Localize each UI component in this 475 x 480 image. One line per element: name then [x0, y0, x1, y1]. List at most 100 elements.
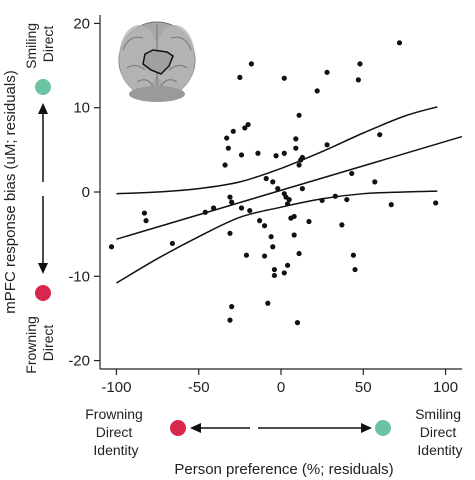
- data-point: [281, 270, 287, 276]
- data-point: [247, 207, 253, 214]
- bottom-arrow-right-head: [361, 423, 372, 433]
- data-point: [261, 223, 268, 229]
- data-point: [229, 199, 235, 205]
- y-axis-ticks: 20 10 0 -10 -20: [68, 15, 100, 370]
- data-point: [227, 194, 233, 200]
- data-point: [245, 121, 251, 128]
- data-point: [273, 153, 279, 159]
- y-tick-label: -20: [68, 353, 90, 370]
- x-tick-label: 0: [277, 379, 285, 396]
- data-point: [108, 244, 115, 250]
- data-point: [255, 150, 261, 156]
- data-point: [238, 152, 245, 158]
- data-point: [291, 213, 297, 220]
- left-axis-bottom-label: Frowning Direct: [23, 312, 56, 373]
- data-point: [271, 266, 278, 273]
- x-tick-label: -50: [188, 379, 210, 396]
- data-point: [229, 304, 235, 310]
- ci-lower-line: [116, 190, 438, 284]
- y-tick-label: 20: [73, 15, 90, 32]
- data-point: [372, 179, 378, 185]
- data-point: [293, 145, 299, 151]
- data-point: [261, 253, 268, 259]
- data-point: [324, 69, 330, 75]
- data-point: [293, 136, 299, 142]
- data-point: [227, 317, 233, 323]
- data-point: [296, 162, 302, 168]
- data-point: [324, 142, 330, 148]
- data-point: [210, 205, 217, 211]
- data-point: [296, 112, 302, 118]
- frowning-identity-marker: [170, 420, 186, 436]
- data-point: [355, 77, 361, 83]
- x-tick-label: 50: [355, 379, 372, 396]
- data-point: [268, 234, 274, 240]
- bottom-right-label: Smiling Direct Identity: [415, 406, 465, 458]
- y-tick-label: -10: [68, 268, 90, 285]
- data-point: [332, 193, 338, 199]
- data-point: [377, 132, 383, 138]
- y-tick-label: 10: [73, 100, 90, 117]
- x-tick-label: -100: [101, 379, 131, 396]
- data-point: [230, 128, 236, 134]
- data-point: [225, 145, 231, 151]
- data-point: [270, 244, 276, 250]
- data-point: [257, 218, 263, 224]
- data-point: [299, 186, 305, 192]
- data-point: [299, 154, 305, 161]
- data-point: [263, 175, 269, 182]
- data-point: [242, 125, 248, 131]
- data-point: [265, 300, 271, 306]
- data-point: [243, 252, 250, 258]
- data-point: [143, 218, 149, 224]
- data-point: [388, 202, 394, 208]
- x-tick-label: 100: [433, 379, 458, 396]
- data-point: [294, 320, 301, 326]
- data-point: [433, 200, 439, 206]
- data-point: [349, 170, 355, 177]
- left-arrow-up-head: [38, 103, 48, 114]
- frowning-direct-marker: [35, 285, 51, 301]
- data-point: [314, 88, 320, 94]
- data-point: [248, 61, 254, 67]
- data-point: [141, 210, 148, 216]
- data-point: [352, 266, 358, 273]
- x-axis-ticks: -100 -50 0 50 100: [101, 369, 458, 396]
- left-arrow-down-head: [38, 263, 48, 274]
- brain-mpfc-roi-icon: [118, 21, 196, 102]
- data-point: [319, 197, 325, 204]
- data-point: [271, 272, 278, 279]
- y-tick-label: 0: [82, 184, 90, 201]
- smiling-identity-marker: [375, 420, 391, 436]
- left-axis-top-label: Smiling Direct: [23, 19, 56, 69]
- data-point: [238, 205, 245, 211]
- data-point: [224, 135, 230, 141]
- data-points: [108, 40, 439, 326]
- smiling-direct-marker: [35, 79, 51, 95]
- data-point: [222, 162, 228, 168]
- data-point: [357, 61, 363, 67]
- data-point: [291, 232, 297, 238]
- x-axis-label: Person preference (%; residuals): [174, 461, 393, 478]
- data-point: [169, 240, 175, 247]
- data-point: [339, 222, 345, 228]
- bottom-left-label: Frowning Direct Identity: [85, 406, 146, 458]
- regression-line: [116, 135, 463, 240]
- data-point: [344, 196, 350, 203]
- data-point: [281, 150, 287, 156]
- data-point: [296, 250, 302, 257]
- data-point: [284, 262, 291, 268]
- data-point: [227, 230, 233, 236]
- data-point: [286, 196, 292, 203]
- ci-upper-line: [116, 106, 438, 195]
- y-axis-label: mPFC response bias (uM; residuals): [2, 70, 19, 313]
- bottom-arrow-left-head: [190, 423, 201, 433]
- data-point: [281, 75, 287, 81]
- data-point: [202, 209, 208, 215]
- data-point: [350, 252, 356, 258]
- data-point: [275, 186, 281, 192]
- data-point: [237, 74, 243, 80]
- data-point: [396, 40, 403, 46]
- data-point: [306, 218, 312, 225]
